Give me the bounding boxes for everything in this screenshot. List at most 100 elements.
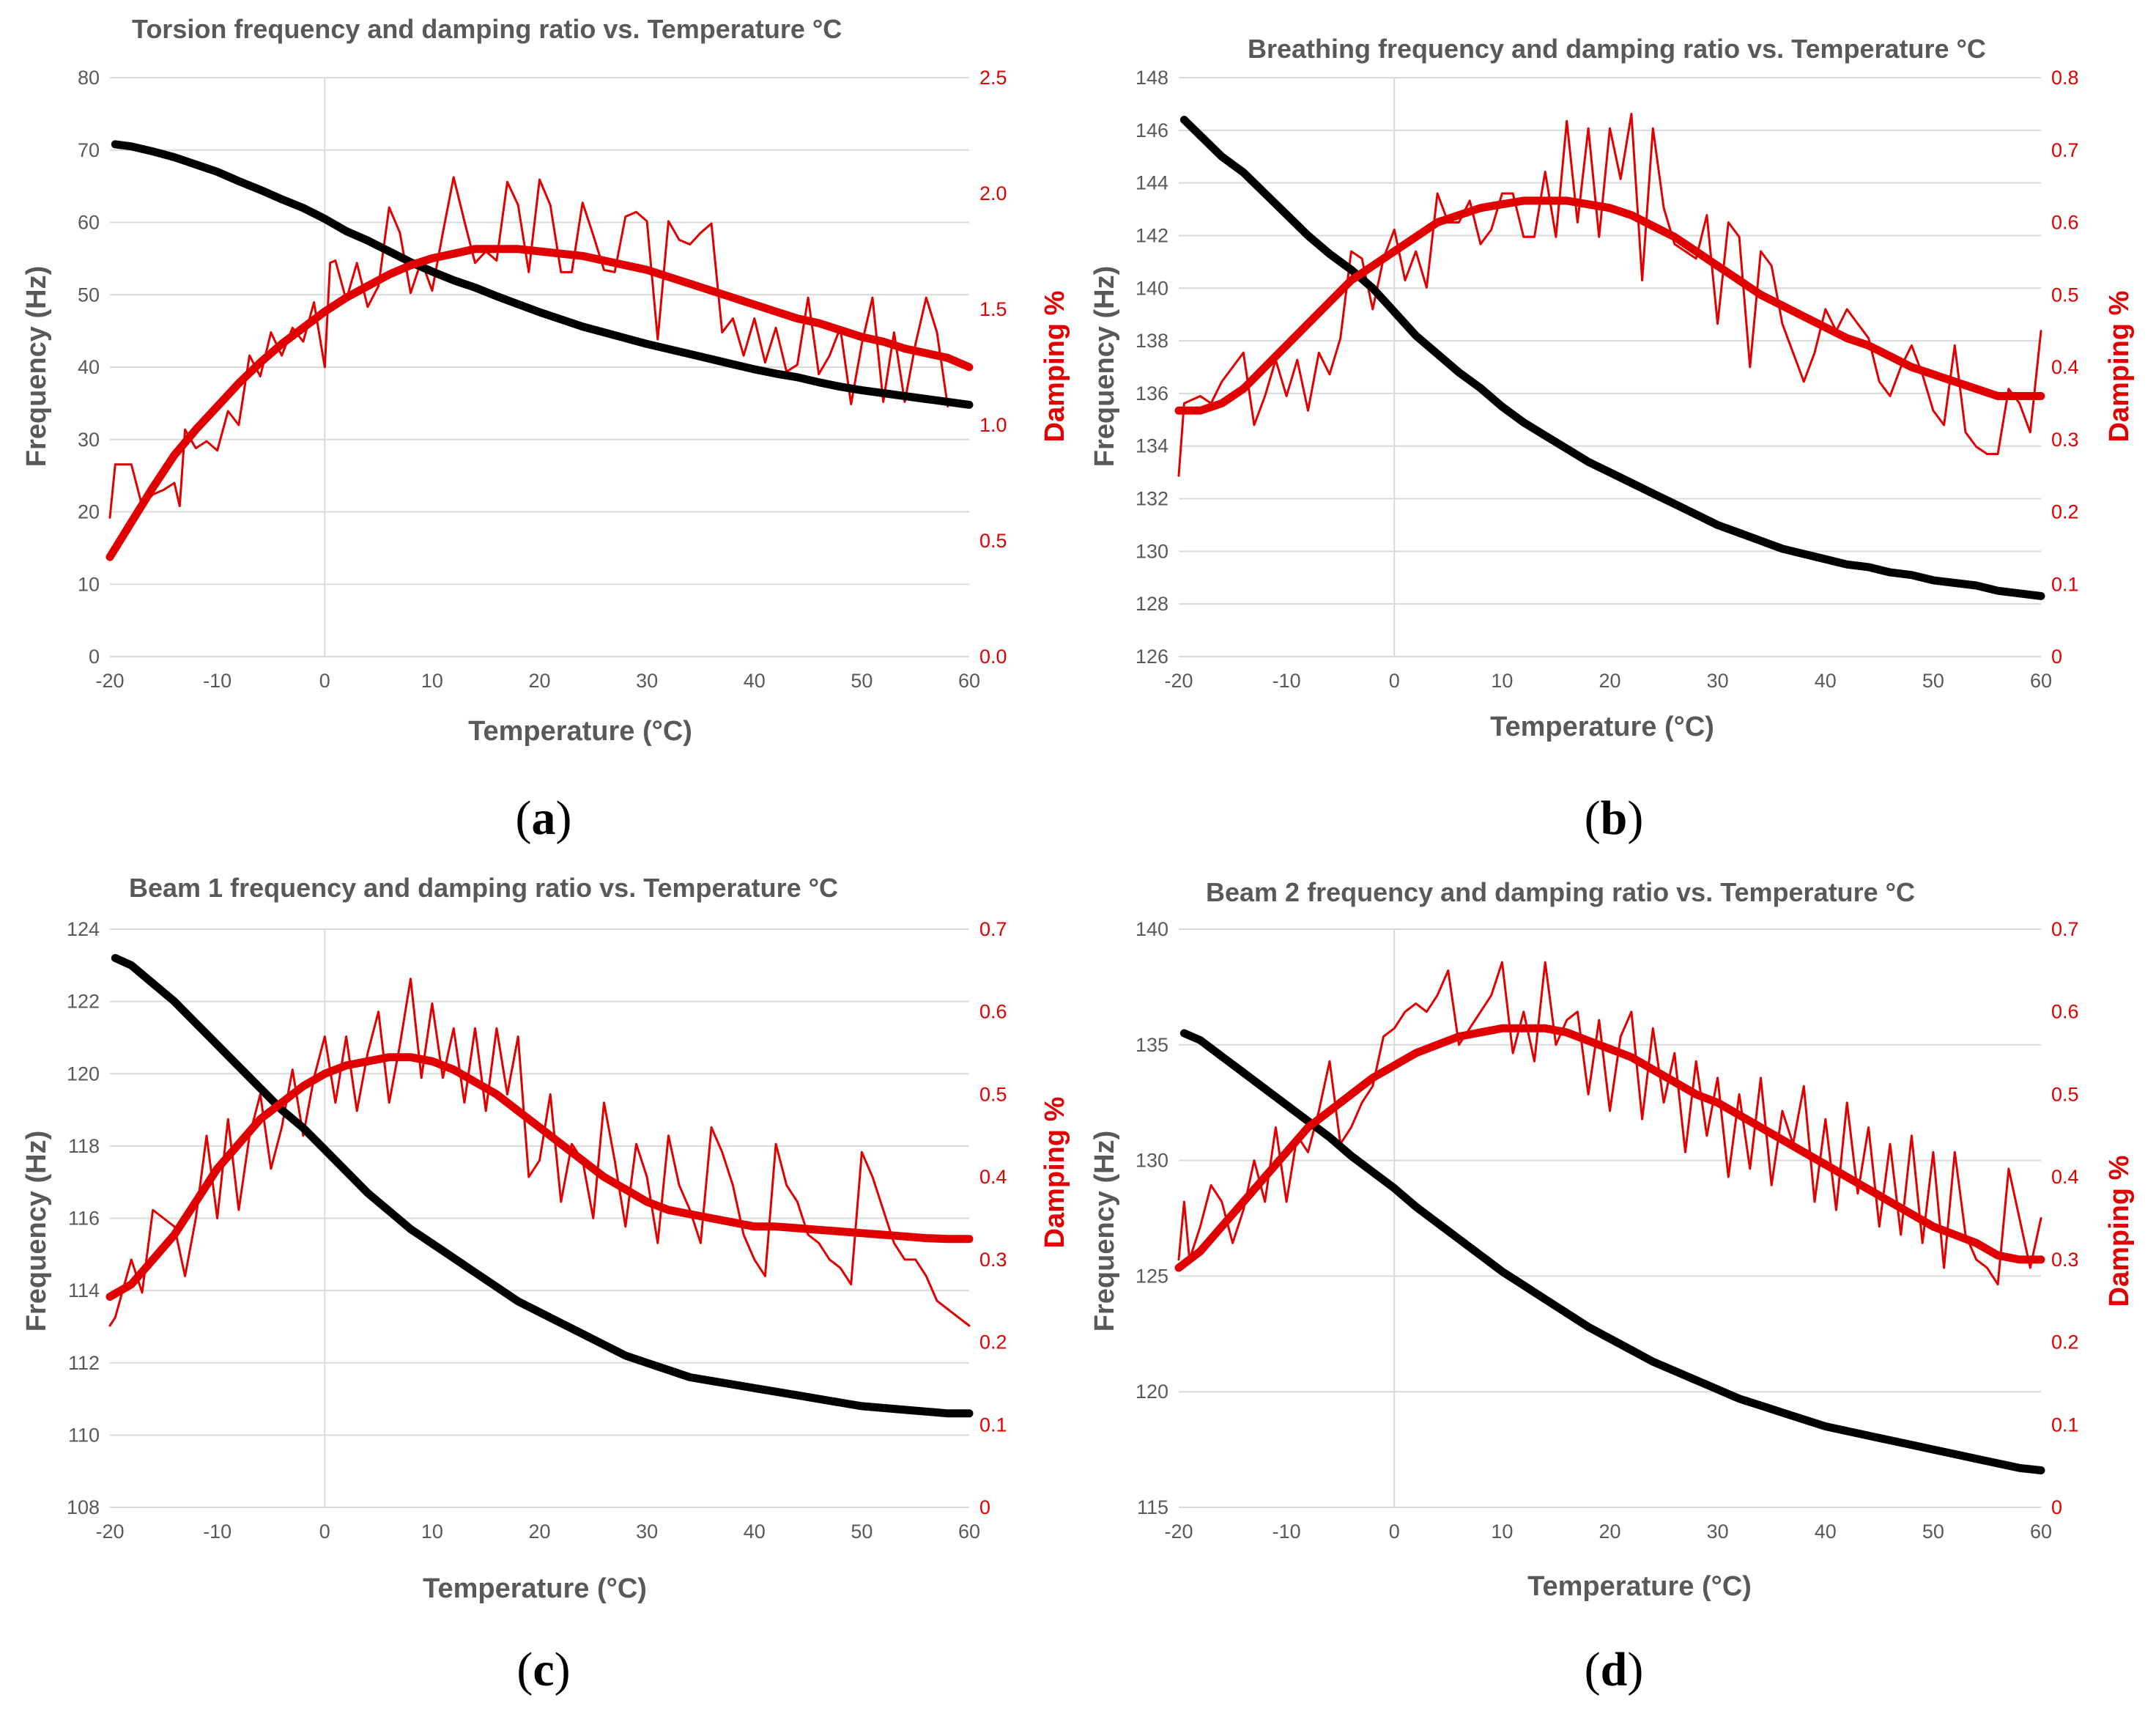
x-tick-label: 10 <box>1491 670 1513 692</box>
y2-tick-label: 0.7 <box>979 918 1007 940</box>
x-tick-label: 20 <box>528 1521 550 1543</box>
y2-axis-label: Damping % <box>2104 1156 2135 1307</box>
y-tick-label: 108 <box>67 1496 100 1518</box>
y-tick-label: 126 <box>1136 646 1168 668</box>
y2-tick-label: 0.8 <box>2051 67 2079 89</box>
x-axis-label: Temperature (°C) <box>423 1573 647 1604</box>
y-axis-label: Frequency (Hz) <box>21 1131 52 1331</box>
y-tick-label: 148 <box>1136 67 1168 89</box>
y2-tick-label: 0.2 <box>2051 501 2079 523</box>
y2-tick-label: 0 <box>979 1496 990 1518</box>
x-tick-label: -10 <box>1273 670 1301 692</box>
y2-tick-label: 0.0 <box>979 646 1007 668</box>
panel-d: Beam 2 frequency and damping ratio vs. T… <box>1089 877 2135 1696</box>
y-tick-label: 146 <box>1136 119 1168 141</box>
x-tick-label: 0 <box>319 1521 330 1543</box>
y-tick-label: 116 <box>68 1208 100 1230</box>
plot-area: 126 128 130 132 134 136 138 140 142 144 146 148 0 0.1… <box>1136 67 2079 692</box>
x-tick-label: 20 <box>1599 1521 1620 1543</box>
y-tick-label: 115 <box>1137 1496 1168 1518</box>
y-axis-label: Frequency (Hz) <box>21 266 52 467</box>
y-tick-label: 140 <box>1136 918 1168 940</box>
y-tick-label: 40 <box>78 356 100 378</box>
x-tick-label: 20 <box>528 670 550 692</box>
y2-tick-label: 0.3 <box>2051 429 2079 451</box>
y-tick-label: 130 <box>1136 540 1168 562</box>
x-tick-label: 10 <box>1491 1521 1513 1543</box>
frequency-trend-line <box>1179 116 2045 600</box>
x-tick-label: 0 <box>1389 1521 1400 1543</box>
x-tick-label: 30 <box>1707 1521 1729 1543</box>
y2-tick-label: 0 <box>2051 646 2062 668</box>
frequency-trend-line <box>111 953 974 1418</box>
y-tick-label: 80 <box>78 67 100 89</box>
x-axis-label: Temperature (°C) <box>1527 1571 1752 1602</box>
y-tick-label: 144 <box>1136 172 1168 194</box>
x-tick-label: 40 <box>744 1521 766 1543</box>
x-tick-label: 40 <box>1815 670 1837 692</box>
y2-tick-label: 0.6 <box>979 1001 1007 1023</box>
x-tick-label: 60 <box>2030 1521 2052 1543</box>
chart-title: Beam 2 frequency and damping ratio vs. T… <box>1206 877 1915 907</box>
y-tick-label: 138 <box>1136 330 1168 352</box>
y-tick-label: 10 <box>78 573 100 595</box>
x-tick-label: 0 <box>319 670 330 692</box>
y-tick-label: 134 <box>1136 435 1168 457</box>
panel-b: Breathing frequency and damping ratio vs… <box>1089 34 2135 845</box>
damping-trend-line <box>105 1053 974 1301</box>
x-tick-label: -20 <box>1164 670 1193 692</box>
y-tick-label: 130 <box>1136 1150 1168 1172</box>
y2-tick-label: 0.5 <box>2051 284 2079 306</box>
y-tick-label: 118 <box>68 1135 100 1157</box>
y2-tick-label: 0.5 <box>979 1083 1007 1105</box>
x-tick-label: 10 <box>421 1521 443 1543</box>
y-tick-label: 110 <box>68 1424 100 1446</box>
damping-trend-line <box>1174 196 2045 415</box>
y2-axis-label: Damping % <box>1040 1097 1070 1249</box>
y-tick-label: 0 <box>89 646 100 668</box>
y-tick-label: 30 <box>78 429 100 451</box>
y2-tick-label: 0.4 <box>979 1166 1007 1188</box>
x-tick-label: 60 <box>958 1521 980 1543</box>
y2-tick-label: 0.4 <box>2051 356 2079 378</box>
y-tick-label: 125 <box>1136 1265 1168 1287</box>
x-tick-label: -20 <box>95 670 124 692</box>
y2-tick-label: 0.3 <box>979 1249 1007 1271</box>
x-tick-label: 60 <box>958 670 980 692</box>
panel-label: (c) <box>516 1643 570 1696</box>
x-axis-label: Temperature (°C) <box>468 716 692 747</box>
x-tick-label: -20 <box>95 1521 124 1543</box>
panel-c: Beam 1 frequency and damping ratio vs. T… <box>21 873 1070 1696</box>
damping-trend-line <box>105 245 974 561</box>
y2-tick-label: 0.7 <box>2051 139 2079 161</box>
y2-axis-label: Damping % <box>1040 291 1070 443</box>
y-tick-label: 70 <box>78 139 100 161</box>
x-tick-label: -10 <box>203 670 231 692</box>
y-tick-label: 20 <box>78 501 100 523</box>
y-tick-label: 124 <box>67 918 100 940</box>
x-tick-label: 30 <box>1707 670 1729 692</box>
y-tick-label: 50 <box>78 284 100 306</box>
y-tick-label: 136 <box>1136 383 1168 405</box>
plot-area: 108 110 112 114 116 118 120 122 124 0 0.1 0.2 0.3 0.4… <box>67 918 1007 1543</box>
y-tick-label: 140 <box>1136 277 1168 299</box>
panel-label: (a) <box>516 791 572 845</box>
y2-tick-label: 0.2 <box>979 1331 1007 1353</box>
frequency-trend-line <box>1179 1029 2045 1474</box>
y2-tick-label: 0.5 <box>979 530 1007 552</box>
y-tick-label: 135 <box>1136 1034 1168 1056</box>
x-tick-label: -10 <box>203 1521 231 1543</box>
y2-tick-label: 0.3 <box>2051 1249 2079 1271</box>
x-tick-label: 20 <box>1599 670 1620 692</box>
y2-tick-label: 2.0 <box>979 182 1007 204</box>
damping-trend-line <box>1174 1024 2045 1272</box>
plot-area: 115 120 125 130 135 140 0 0.1 0.2 0.3 0.4 0.5 0.6 0.7… <box>1136 918 2079 1543</box>
frequency-trend-line <box>111 140 974 409</box>
y2-tick-label: 0.5 <box>2051 1083 2079 1105</box>
y-tick-label: 122 <box>67 991 100 1013</box>
y-tick-label: 128 <box>1136 593 1168 615</box>
y2-tick-label: 0.7 <box>2051 918 2079 940</box>
damping-measured-line <box>1177 961 2042 1286</box>
y2-axis-label: Damping % <box>2104 291 2135 443</box>
